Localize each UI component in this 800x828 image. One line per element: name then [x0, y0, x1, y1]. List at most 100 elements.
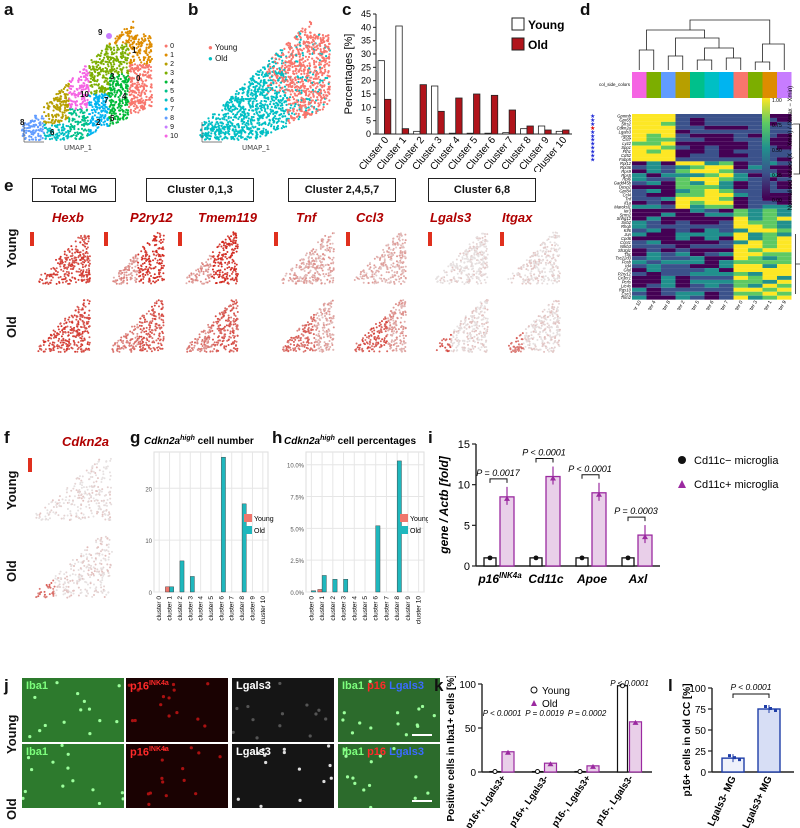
d-heat-cell	[690, 252, 705, 257]
d-heat-cell	[733, 291, 748, 296]
umap-a-legend: ● 0 ● 1 ● 2 ● 3 ● 4 ● 5 ● 6 ● 7 ● 8 ● 9 ● 10	[164, 42, 188, 141]
d-heat-cell	[748, 240, 763, 245]
d-gene-label: Ccl4	[623, 193, 632, 198]
l-ylabel: p16+ cells in old CC [%]	[682, 683, 693, 796]
d-heat-cell	[690, 291, 705, 296]
d-heat-cell	[762, 244, 777, 249]
cluster-label-7: 7	[104, 96, 109, 105]
d-heat-cell	[777, 275, 792, 280]
panel-letter-d: d	[580, 0, 591, 19]
d-gene-label: Rps9	[621, 169, 631, 174]
row-label-young-f: Young	[4, 470, 19, 510]
d-heat-cell	[632, 268, 647, 272]
d-heat-cell	[661, 185, 676, 190]
i-pvalue: P < 0.0001	[568, 464, 611, 474]
d-heat-cell	[719, 137, 734, 142]
d-heat-cell	[646, 275, 661, 280]
k-pvalue: P < 0.0001	[610, 679, 649, 688]
cluster-label-9: 9	[98, 28, 103, 37]
d-heat-cell	[733, 212, 748, 217]
d-heat-cell	[733, 252, 748, 257]
d-heat-cell	[748, 212, 763, 217]
umap-a-xlabel: UMAP_1	[64, 144, 93, 152]
c-legend-swatch	[511, 17, 525, 31]
d-gene-star: ★	[590, 129, 595, 136]
d-heat-cell	[733, 283, 748, 288]
legend-gradient	[428, 232, 432, 246]
d-heat-cell	[762, 200, 777, 205]
d-heat-cell	[675, 157, 690, 162]
d-heat-cell	[646, 220, 661, 225]
d-heat-cell	[704, 149, 719, 154]
d-heat-cell	[646, 248, 661, 253]
panel-letter-c: c	[342, 0, 352, 19]
d-heat-cell	[777, 216, 792, 221]
d-gene-label: Ccnt1	[620, 240, 631, 245]
d-heat-cell	[733, 157, 748, 162]
panel-letter-b: b	[188, 0, 199, 19]
d-gene-label: Nfkb3	[620, 244, 632, 249]
d-heat-cell	[675, 141, 690, 146]
d-heat-cell	[748, 220, 763, 225]
legend-cluster-3: ● 3	[164, 70, 175, 77]
d-heat-cell	[632, 224, 647, 229]
micrograph-old-0: Iba1	[22, 744, 124, 808]
d-heat-cell	[704, 212, 719, 217]
d-gene-label: Gpr65	[619, 117, 631, 122]
c-ytick-label: 35	[361, 36, 371, 46]
cluster-label-5: 5	[110, 114, 115, 123]
d-heat-cell	[675, 224, 690, 229]
d-cluster-label: cluster 2	[672, 299, 687, 310]
c-ytick-label: 5	[366, 116, 371, 126]
d-heat-cell	[719, 189, 734, 193]
d-gene-label: Trim2	[621, 295, 632, 300]
d-heat-cell	[733, 149, 748, 154]
k-xtick-label: p16+, Lgals3-	[507, 773, 551, 828]
d-heat-cell	[632, 193, 647, 197]
i-xtick-label: p16INK4a	[477, 571, 522, 586]
d-heat-cell	[733, 236, 748, 241]
legend-young: ● Young	[208, 43, 238, 52]
chartH-bar-old	[321, 575, 327, 593]
d-heat-cell	[646, 137, 661, 142]
d-heat-cell	[675, 169, 690, 174]
d-heat-cell	[632, 248, 647, 253]
d-side-color	[690, 72, 705, 98]
d-heat-cell	[733, 256, 748, 261]
chartG-ytick: 10	[145, 539, 152, 545]
i-point-neg	[533, 555, 539, 561]
d-heat-cell	[719, 173, 734, 178]
d-heat-cell	[646, 279, 661, 284]
d-heat-cell	[675, 287, 690, 292]
d-heat-cell	[661, 145, 676, 150]
d-heat-cell	[675, 137, 690, 142]
d-gene-label: Cst7	[622, 137, 631, 142]
d-colorbar-tick: 1.00	[772, 98, 782, 104]
d-gene-label: Pcrls	[622, 279, 632, 284]
d-heat-cell	[704, 264, 719, 269]
d-heat-cell	[632, 173, 647, 178]
d-heat-cell	[661, 228, 676, 233]
d-heat-cell	[733, 114, 748, 118]
i-ytick-label: 5	[464, 520, 470, 532]
chartH-ytick: 2.5%	[290, 559, 304, 565]
d-cluster-label: cluster 0	[730, 299, 745, 310]
k-ylabel: Positive cells in Iba1+ cells [%]	[446, 676, 457, 822]
chartH-bar-old	[332, 579, 338, 593]
chartH-xtick: cluster 3	[341, 596, 348, 621]
d-heat-cell	[777, 189, 792, 193]
d-heat-cell	[748, 149, 763, 154]
d-heat-cell	[704, 117, 719, 122]
cluster-label-0: 0	[136, 74, 141, 83]
d-heat-cell	[733, 228, 748, 233]
d-heat-cell	[632, 204, 647, 209]
d-gene-label: Gadd45b	[614, 181, 632, 186]
panel-letter-f: f	[4, 428, 10, 447]
d-side-color	[777, 72, 792, 98]
d-heat-cell	[777, 236, 792, 241]
feature-young-p2ry12	[104, 231, 165, 285]
d-heat-cell	[748, 275, 763, 280]
d-heat-cell	[704, 291, 719, 296]
d-heat-cell	[646, 208, 661, 213]
